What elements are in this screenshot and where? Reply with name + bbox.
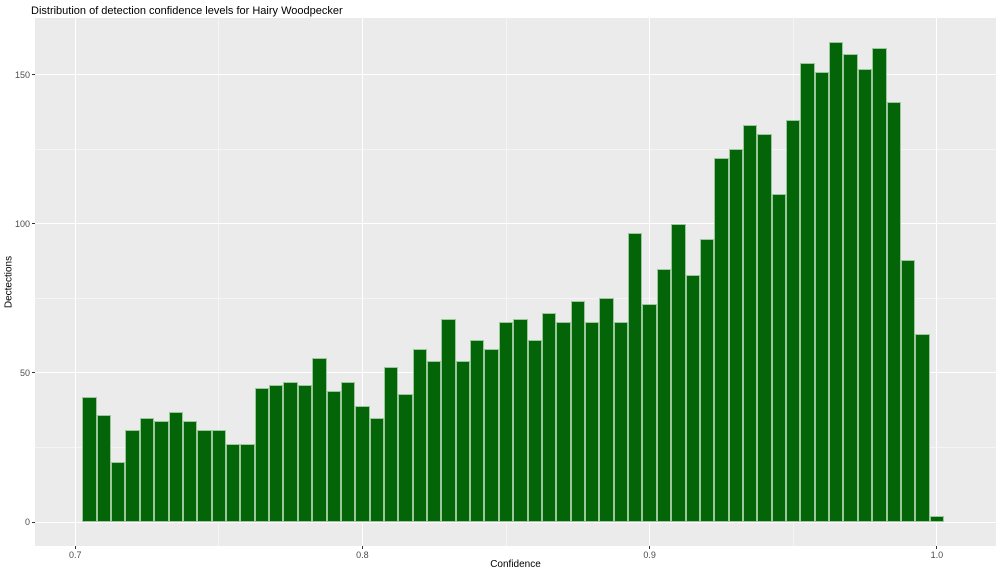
histogram-bar [455,361,471,522]
histogram-bar [168,411,183,522]
x-tick-mark [649,546,651,549]
histogram-bar [541,313,557,522]
x-tick-label: 1.0 [930,550,944,560]
histogram-bar [197,429,212,522]
histogram-bar [699,238,715,522]
x-tick-mark [936,546,938,549]
histogram-bar [642,304,657,522]
histogram-bar [254,387,270,522]
histogram-bar [685,274,700,522]
histogram-bar [312,358,327,522]
histogram-bar [714,158,729,522]
histogram-bar [728,149,743,522]
histogram-bar [297,384,313,522]
grid-major-x [74,18,76,546]
grid-major-y [35,74,996,76]
histogram-bar [182,420,198,522]
y-tick-mark [32,521,35,523]
y-tick-label: 0 [24,517,30,527]
y-axis-title: Dectections [3,255,15,309]
grid-major-y [35,223,996,225]
grid-minor-y [35,297,996,299]
histogram-bar [857,68,873,522]
histogram-bar [929,516,944,522]
histogram-bar [412,349,428,522]
x-tick-label: 0.8 [356,550,369,560]
plot-panel [35,18,996,546]
grid-major-x [361,18,363,546]
histogram-bar [154,420,169,522]
histogram-bar [484,349,499,522]
histogram-bar [527,340,542,522]
x-tick-label: 0.9 [643,550,656,560]
histogram-bar [139,417,155,522]
histogram-bar [383,366,399,522]
x-tick-label: 0.7 [68,550,82,560]
histogram-bar [340,381,356,522]
grid-minor-y [35,148,996,150]
y-tick-label: 150 [14,69,30,80]
x-tick-mark [361,546,363,549]
histogram-bar [240,444,255,522]
histogram-bar [225,444,241,522]
histogram-bar [398,393,413,522]
histogram-bar [283,381,298,522]
histogram-bar [111,462,126,522]
histogram-bar [628,232,643,522]
histogram-bar [470,340,485,522]
histogram-bar [872,47,887,522]
y-tick-mark [32,74,35,76]
histogram-bar [829,42,844,522]
y-tick-label: 100 [14,218,30,229]
histogram-bar [843,53,858,522]
histogram-bar [125,429,140,522]
histogram-bar [757,134,772,522]
x-tick-mark [74,546,76,549]
histogram-bar [355,405,370,522]
y-tick-mark [32,223,35,225]
y-tick-label: 50 [19,367,30,378]
histogram-bar [96,414,112,522]
y-tick-mark [32,372,35,374]
grid-minor-x [505,18,507,546]
histogram-bar [498,322,514,522]
histogram-bar [326,390,341,522]
histogram-bar [613,322,629,522]
histogram-bar [900,259,916,522]
histogram-bar [671,223,686,522]
histogram-bar [369,417,384,522]
histogram-bar [269,384,284,522]
histogram-bar [585,322,600,522]
histogram-bar [82,396,97,522]
histogram-bar [814,71,830,522]
grid-major-y [35,521,996,523]
histogram-bar [211,429,226,522]
histogram-bar [599,298,614,522]
histogram-bar [800,62,815,522]
chart-title: Distribution of detection confidence lev… [31,5,343,17]
histogram-bar [656,268,672,522]
grid-major-x [649,18,651,546]
histogram-bar [742,125,758,522]
histogram-bar [441,319,456,522]
grid-minor-x [218,18,220,546]
histogram-bar [570,301,585,522]
histogram-bar [771,194,787,522]
histogram-bar [886,101,901,522]
grid-major-x [936,18,938,546]
histogram-bar [786,119,801,522]
histogram-bar [915,334,930,522]
histogram-bar [427,361,442,522]
histogram-bar [556,322,571,522]
histogram-bar [513,319,528,522]
x-axis-title: Confidence [490,559,541,570]
